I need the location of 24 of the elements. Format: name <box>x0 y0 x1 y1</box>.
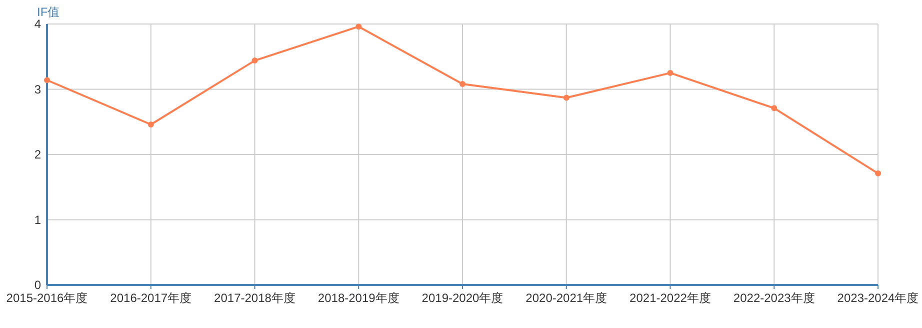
y-tick-label: 3 <box>34 82 42 96</box>
y-tick-label: 4 <box>34 17 42 32</box>
x-tick-label: 2017-2018年度 <box>214 291 296 305</box>
point <box>875 170 881 176</box>
point <box>460 81 466 88</box>
x-tick-label: 2020-2021年度 <box>526 291 608 305</box>
y-tick-label: 2 <box>34 148 42 162</box>
point <box>667 70 674 76</box>
y-tick-label: 0 <box>34 278 42 292</box>
y-axis-title: IF值 <box>37 5 60 19</box>
point <box>771 105 778 112</box>
point <box>148 121 154 128</box>
point <box>563 94 570 101</box>
x-tick-label: 2019-2020年度 <box>422 291 504 305</box>
x-tick-label: 2016-2017年度 <box>110 291 192 305</box>
x-tick-label: 2018-2019年度 <box>318 291 400 305</box>
y-tick-label: 1 <box>34 212 42 227</box>
x-tick-label: 2023-2024年度 <box>837 291 919 305</box>
point <box>252 58 258 64</box>
point <box>356 24 362 30</box>
point <box>44 77 50 84</box>
x-tick-label: 2015-2016年度 <box>6 291 88 305</box>
x-tick-label: 2021-2022年度 <box>630 291 711 305</box>
x-tick-label: 2022-2023年度 <box>733 291 815 305</box>
